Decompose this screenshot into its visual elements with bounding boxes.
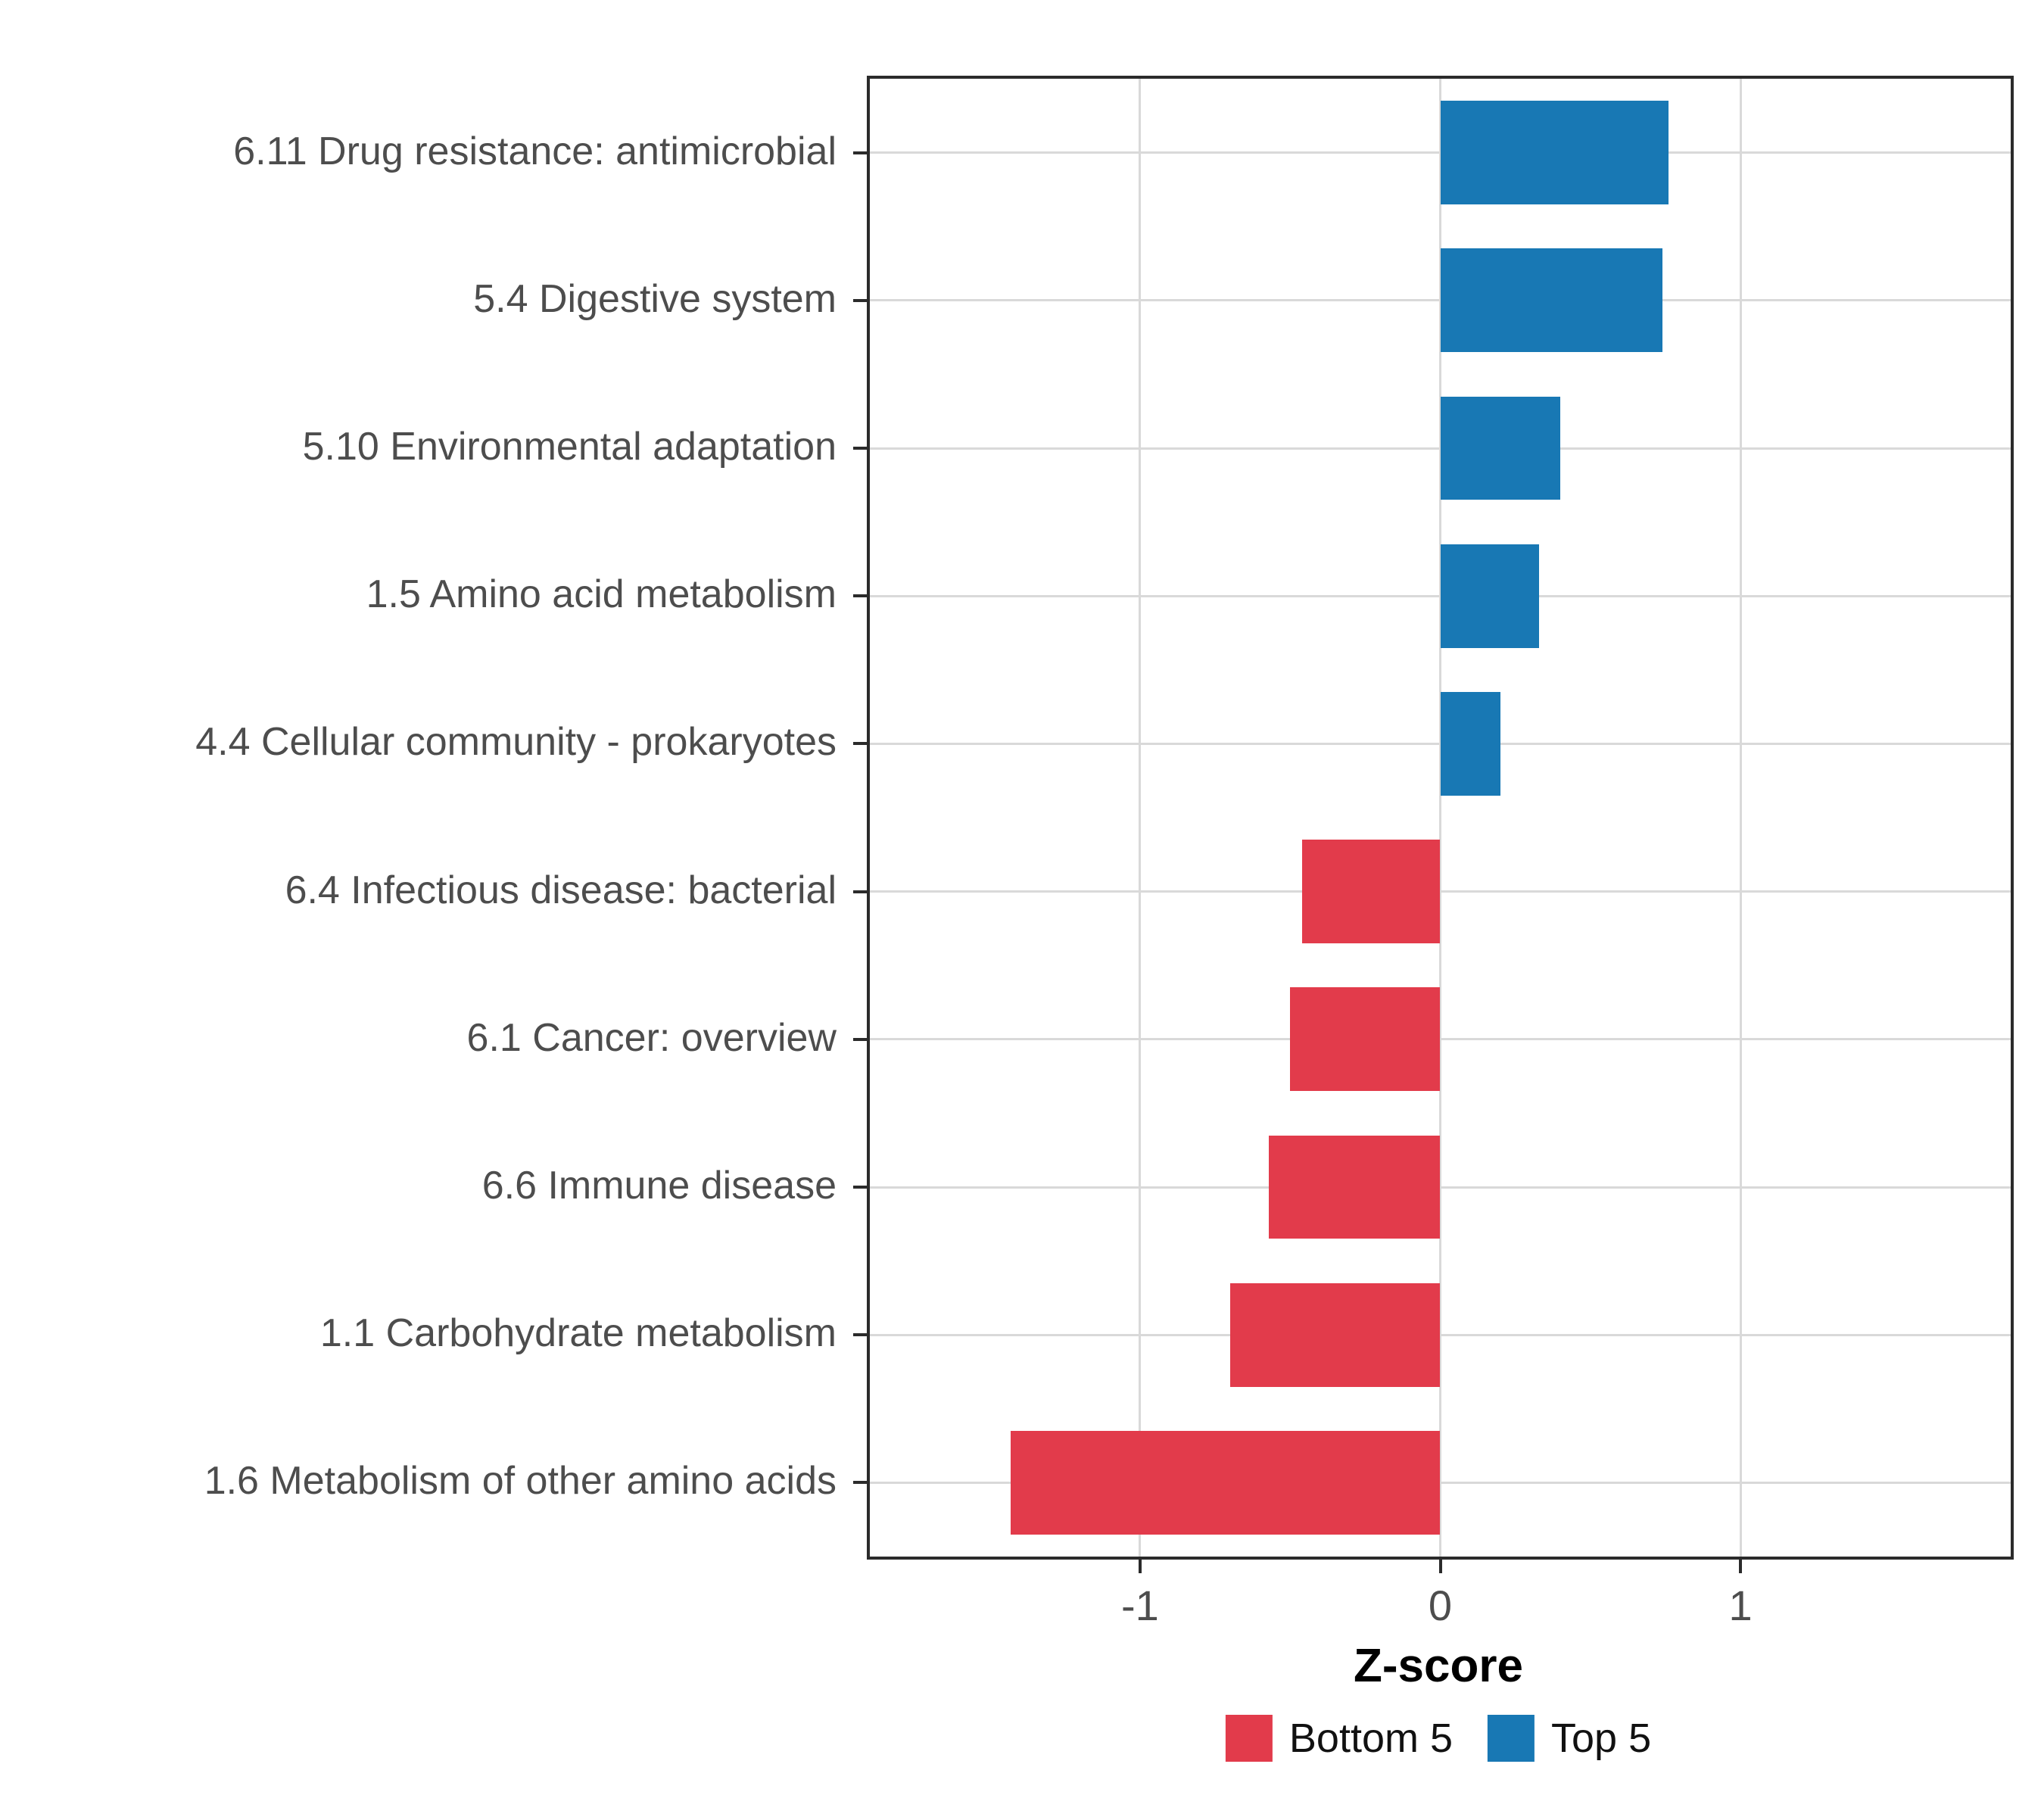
y-axis-category-label: 4.4 Cellular community - prokaryotes [195,720,837,765]
x-axis-tick [1438,1560,1442,1573]
y-axis-tick [853,1481,867,1485]
bar-top5 [1440,544,1540,648]
plot-panel [867,76,2014,1560]
bar-bottom5 [1290,987,1441,1092]
y-axis-category-label: 1.6 Metabolism of other amino acids [204,1459,837,1504]
x-axis-tick-label: -1 [1121,1582,1159,1629]
y-axis-category-label: 6.4 Infectious disease: bacterial [285,868,837,912]
gridline-vertical [1439,79,1441,1557]
y-axis-tick [853,1333,867,1337]
y-axis-category-label: 5.10 Environmental adaptation [302,425,837,469]
y-axis-category-label: 1.5 Amino acid metabolism [366,572,837,617]
legend-swatch [1225,1715,1273,1762]
gridline-vertical [1739,79,1742,1557]
legend-label: Top 5 [1551,1716,1652,1761]
legend: Bottom 5 Top 5 [1225,1715,1651,1762]
legend-item-top5: Top 5 [1488,1715,1651,1762]
bar-top5 [1440,101,1669,204]
bar-top5 [1440,396,1561,500]
y-axis-tick [853,298,867,302]
bar-top5 [1440,692,1500,796]
legend-label: Bottom 5 [1288,1716,1453,1761]
bar-bottom5 [1302,840,1441,943]
bar-bottom5 [1011,1431,1441,1535]
y-axis-tick [853,742,867,746]
y-axis-tick [853,447,867,450]
gridline-vertical [1139,79,1142,1557]
y-axis-tick [853,890,867,893]
legend-swatch [1488,1715,1535,1762]
x-axis-tick-label: 1 [1728,1582,1753,1629]
legend-item-bottom5: Bottom 5 [1225,1715,1453,1762]
y-axis-category-label: 5.4 Digestive system [473,276,837,321]
y-axis-category-label: 1.1 Carbohydrate metabolism [319,1311,837,1356]
bar-bottom5 [1269,1135,1441,1239]
x-axis-tick [1739,1560,1743,1573]
y-axis-tick [853,594,867,598]
x-axis-title: Z-score [1354,1640,1523,1692]
bar-top5 [1440,248,1662,353]
y-axis-category-label: 6.11 Drug resistance: antimicrobial [233,129,837,173]
y-axis-tick [853,151,867,154]
y-axis-category-label: 6.1 Cancer: overview [466,1015,837,1060]
y-axis-tick [853,1186,867,1189]
x-axis-tick-label: 0 [1428,1582,1453,1629]
x-axis-tick [1138,1560,1142,1573]
y-axis-category-label: 6.6 Immune disease [481,1164,837,1208]
y-axis-tick [853,1037,867,1041]
bar-bottom5 [1229,1282,1441,1387]
